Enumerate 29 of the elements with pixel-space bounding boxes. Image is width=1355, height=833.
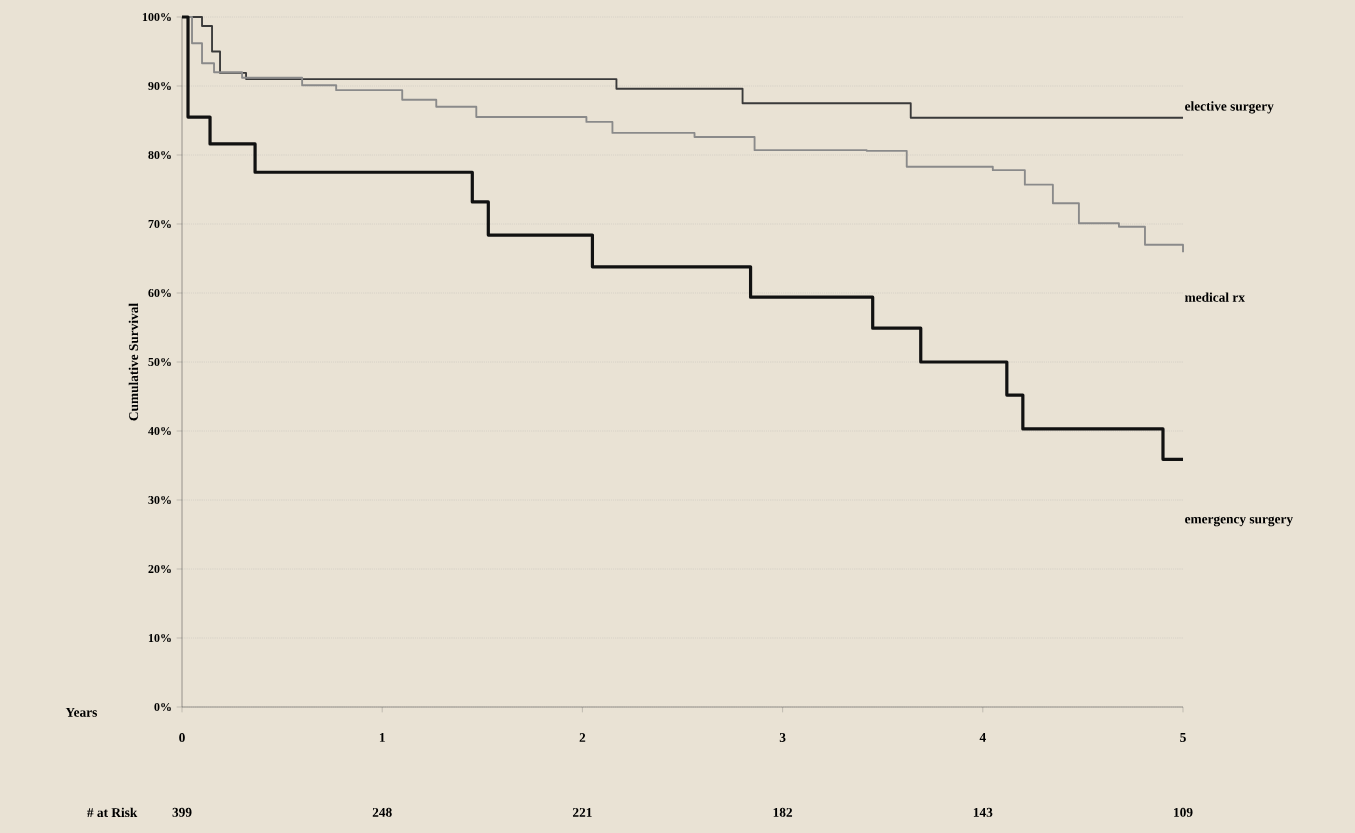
y-axis-title: Cumulative Survival bbox=[128, 303, 139, 421]
x-axis-title: Years bbox=[65, 707, 97, 717]
text: 248 bbox=[372, 807, 392, 817]
text: 399 bbox=[172, 807, 192, 817]
x-tick-label: 3 bbox=[779, 733, 786, 742]
y-tick-label: 50% bbox=[148, 357, 171, 367]
text: # at Risk bbox=[87, 807, 138, 818]
y-tick-label: 0% bbox=[154, 702, 171, 712]
x-tick-label: 4 bbox=[979, 733, 986, 742]
series-label: elective surgery bbox=[1185, 101, 1274, 114]
text: 221 bbox=[572, 807, 592, 817]
y-tick-label: 40% bbox=[148, 426, 171, 436]
y-tick-label: 30% bbox=[148, 495, 171, 505]
text: emergency surgery bbox=[1185, 516, 1293, 527]
text: 143 bbox=[973, 807, 993, 817]
text: 109 bbox=[1174, 807, 1193, 817]
y-tick-label: 100% bbox=[142, 12, 171, 22]
y-tick-label: 70% bbox=[148, 219, 171, 229]
y-tick-label: 20% bbox=[148, 564, 171, 574]
x-tick-label: 5 bbox=[1180, 733, 1186, 742]
y-tick-label: 80% bbox=[148, 150, 171, 160]
text: medical rx bbox=[1184, 292, 1245, 302]
y-tick-label: 10% bbox=[148, 633, 171, 643]
text: 182 bbox=[773, 807, 793, 817]
x-tick-label: 0 bbox=[179, 733, 185, 743]
x-tick-label: 1 bbox=[379, 733, 385, 742]
y-tick-label: 60% bbox=[148, 288, 171, 298]
x-tick-label: 2 bbox=[579, 733, 586, 742]
y-tick-label: 90% bbox=[148, 81, 171, 91]
